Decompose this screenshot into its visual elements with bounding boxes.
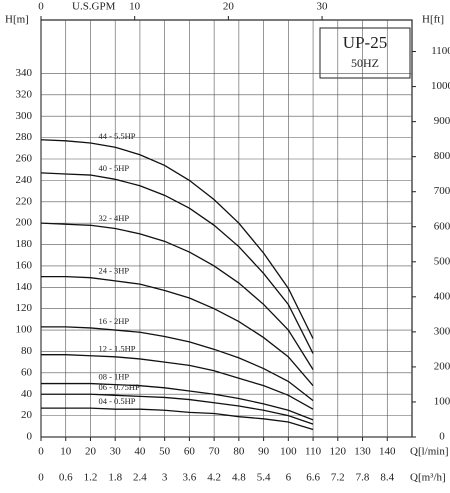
y-tick-label: 260: [16, 153, 33, 165]
x-tick-label: 50: [159, 446, 171, 458]
y-tick-label: 160: [16, 259, 33, 271]
x3-tick-label: 10: [129, 1, 141, 13]
x2-tick-label: 4.2: [207, 472, 221, 484]
y2-tick-label: 600: [434, 220, 450, 232]
y-tick-label: 80: [21, 345, 33, 357]
x-tick-label: 110: [305, 446, 322, 458]
x2-tick-label: 2.4: [133, 472, 147, 484]
x-tick-label: 140: [379, 446, 396, 458]
pump-curve: [41, 393, 314, 425]
series-label: 32 - 4HP: [98, 213, 129, 223]
x-tick-label: 130: [354, 446, 371, 458]
y2-tick-label: 0: [439, 431, 445, 443]
y-tick-label: 180: [16, 238, 33, 250]
y2-tick-label: 900: [434, 115, 450, 127]
x-axis-label: Q[l/min]: [410, 446, 449, 458]
y-tick-label: 300: [16, 110, 33, 122]
x2-tick-label: 0.6: [59, 472, 73, 484]
x2-axis-label: Q[m³/h]: [410, 472, 446, 484]
y-tick-label: 320: [16, 88, 33, 100]
x-tick-label: 100: [280, 446, 297, 458]
x2-tick-label: 7.2: [331, 472, 345, 484]
y2-tick-label: 200: [434, 360, 450, 372]
x-tick-label: 120: [330, 446, 347, 458]
x3-tick-label: 30: [317, 1, 329, 13]
y2-tick-label: 500: [434, 255, 450, 267]
pump-curve: [41, 275, 314, 387]
title-box: [319, 27, 411, 79]
pump-curve: [40, 172, 314, 354]
x2-tick-label: 6: [286, 472, 292, 484]
x2-tick-label: 0: [38, 472, 44, 484]
pump-curve: [41, 407, 314, 431]
series-label: 12 - 1.5HP: [98, 344, 135, 354]
x3-tick-label: 0: [38, 1, 44, 13]
y2-tick-label: 800: [434, 150, 450, 162]
y2-tick-label: 700: [434, 185, 450, 197]
y-tick-label: 280: [16, 131, 33, 143]
x-tick-label: 20: [85, 446, 97, 458]
series-label: 40 - 5HP: [98, 163, 129, 173]
y-tick-label: 0: [27, 431, 33, 443]
y-tick-label: 120: [16, 302, 33, 314]
x2-tick-label: 3: [162, 472, 168, 484]
x-tick-label: 10: [60, 446, 72, 458]
x2-tick-label: 7.8: [356, 472, 370, 484]
y-axis-label: H[m]: [5, 14, 29, 26]
x-tick-label: 90: [258, 446, 270, 458]
x2-tick-label: 6.6: [306, 472, 320, 484]
x3-axis-label: U.S.GPM: [72, 1, 116, 13]
x-tick-label: 0: [38, 446, 44, 458]
pump-curve: [40, 139, 314, 339]
pump-curve: [41, 382, 314, 421]
series-label: 24 - 3HP: [98, 266, 129, 276]
y2-tick-label: 1100: [431, 45, 450, 57]
series-label: 16 - 2HP: [98, 316, 129, 326]
y-tick-label: 340: [16, 67, 33, 79]
pump-curve: [40, 222, 314, 370]
y-tick-label: 20: [21, 409, 33, 421]
x-tick-label: 80: [233, 446, 245, 458]
y2-tick-label: 300: [434, 325, 450, 337]
x2-tick-label: 5.4: [257, 472, 271, 484]
x2-tick-label: 4.8: [232, 472, 246, 484]
y-tick-label: 220: [16, 195, 33, 207]
x-tick-label: 40: [134, 446, 146, 458]
x-tick-label: 30: [110, 446, 122, 458]
chart-subtitle: 50HZ: [351, 56, 379, 70]
x2-tick-label: 8.4: [380, 472, 394, 484]
y-tick-label: 140: [16, 281, 33, 293]
series-label: 08 - 1HP: [98, 371, 129, 381]
pump-curve: [41, 354, 314, 410]
y2-tick-label: 1000: [431, 80, 450, 92]
x3-tick-label: 20: [223, 1, 235, 13]
y-tick-label: 200: [16, 217, 33, 229]
x2-tick-label: 1.8: [108, 472, 122, 484]
pump-curve: [41, 326, 314, 402]
y-tick-label: 240: [16, 174, 33, 186]
chart-title: UP-25: [343, 33, 387, 52]
y-tick-label: 60: [21, 366, 33, 378]
series-label: 44 - 5.5HP: [98, 131, 135, 141]
series-label: 04 - 0.5HP: [98, 396, 135, 406]
y2-axis-label: H[ft]: [422, 14, 444, 26]
x-tick-label: 60: [184, 446, 196, 458]
series-label: 06 - 0.75HP: [98, 382, 140, 392]
y2-tick-label: 100: [434, 395, 450, 407]
x-tick-label: 70: [209, 446, 221, 458]
y-tick-label: 40: [21, 388, 33, 400]
x2-tick-label: 1.2: [84, 472, 98, 484]
x2-tick-label: 3.6: [183, 472, 197, 484]
y2-tick-label: 400: [434, 290, 450, 302]
y-tick-label: 100: [16, 324, 33, 336]
